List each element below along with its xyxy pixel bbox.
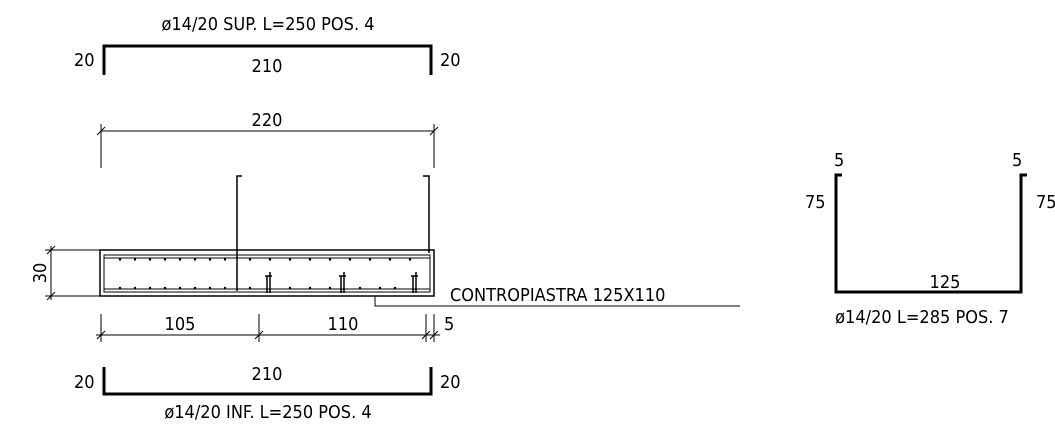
top-bar-left-leg: 20	[74, 50, 95, 71]
bottom-bar-detail: 20 210 20 ø14/20 INF. L=250 POS. 4	[74, 364, 461, 423]
slab-section	[99, 249, 435, 297]
overall-width-dimension: 220	[96, 110, 439, 168]
section-stirrup	[236, 175, 430, 291]
bottom-bar-span: 210	[252, 364, 283, 385]
top-bar-span: 210	[252, 56, 283, 77]
overall-width-value: 220	[252, 110, 283, 131]
top-bar-detail: ø14/20 SUP. L=250 POS. 4 20 210 20	[74, 14, 461, 77]
top-bar-shape	[102, 44, 433, 75]
thickness-value: 30	[30, 263, 51, 284]
anchor-bolts	[262, 272, 421, 297]
stirrup-base: 125	[930, 272, 961, 293]
bottom-bar-right-leg: 20	[440, 372, 461, 393]
plate-label: CONTROPIASTRA 125X110	[450, 285, 665, 306]
stirrup-label: ø14/20 L=285 POS. 7	[835, 307, 1009, 328]
dim-right-value: 5	[444, 314, 454, 335]
dim-left-value: 105	[165, 314, 196, 335]
stirrup-shape	[834, 173, 1027, 294]
stirrup-hook-left: 5	[834, 150, 844, 171]
top-bar-label: ø14/20 SUP. L=250 POS. 4	[161, 14, 374, 35]
bottom-bar-shape	[102, 367, 433, 396]
stirrup-leg-left: 75	[805, 192, 826, 213]
stirrup-detail: 5 5 75 75 125 ø14/20 L=285 POS. 7	[805, 150, 1055, 328]
top-rebar-dots	[118, 258, 412, 261]
stirrup-hook-right: 5	[1012, 150, 1022, 171]
bottom-rebar-dots	[118, 286, 397, 290]
dim-middle-value: 110	[328, 314, 359, 335]
thickness-dimension: 30	[30, 245, 100, 301]
bottom-dimension-chain: 105 110 5	[96, 314, 454, 342]
plate-leader: CONTROPIASTRA 125X110	[374, 285, 740, 307]
bottom-bar-label: ø14/20 INF. L=250 POS. 4	[164, 402, 371, 423]
stirrup-leg-right: 75	[1036, 192, 1055, 213]
top-bar-right-leg: 20	[440, 50, 461, 71]
bottom-bar-left-leg: 20	[74, 372, 95, 393]
